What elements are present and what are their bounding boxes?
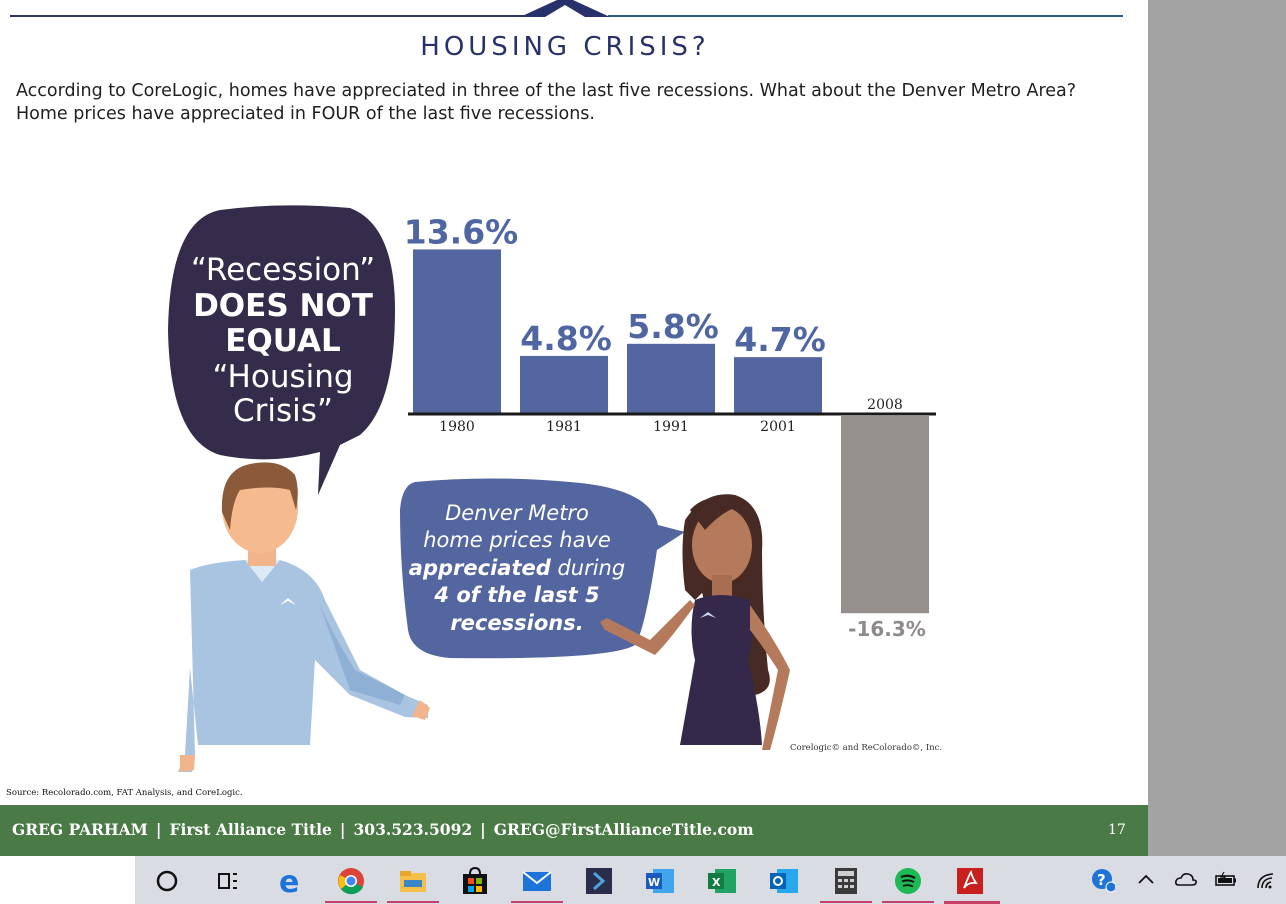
acrobat-icon[interactable] xyxy=(955,866,985,896)
mail-icon[interactable] xyxy=(522,866,552,896)
bar-1991 xyxy=(627,343,715,414)
excel-icon[interactable]: X xyxy=(707,866,737,896)
file-explorer-icon[interactable] xyxy=(398,866,428,896)
windows-taskbar: e W X xyxy=(135,856,1286,904)
mail-active-indicator xyxy=(511,901,563,903)
store-icon[interactable] xyxy=(460,866,490,896)
svg-text:X: X xyxy=(712,876,721,889)
footer-separator: | xyxy=(339,820,346,839)
year-label-1981: 1981 xyxy=(546,419,582,435)
chevron-up-icon[interactable] xyxy=(1134,868,1158,892)
logo-peak-icon xyxy=(520,0,610,17)
source-note: Source: Recolorado.com, FAT Analysis, an… xyxy=(6,788,243,798)
bar-1980 xyxy=(413,249,501,414)
footer-separator: | xyxy=(155,820,162,839)
footer-name: GREG PARHAM xyxy=(12,820,148,839)
bar-chart: 1980 13.6% 1981 4.8% 1991 5.8% 2001 4.7% 2008 -16… xyxy=(404,212,929,641)
footer-email: GREG@FirstAllianceTitle.com xyxy=(493,820,754,839)
woman-illustration xyxy=(600,494,790,750)
speech-left-line4: “Housing xyxy=(212,359,353,395)
powershell-icon[interactable] xyxy=(584,866,614,896)
battery-icon[interactable] xyxy=(1214,868,1238,892)
bar-1981 xyxy=(520,355,608,414)
spotify-active-indicator xyxy=(882,901,934,903)
footer-bar: GREG PARHAM | First Alliance Title | 303.523… xyxy=(0,805,1148,856)
footer-separator: | xyxy=(480,820,486,839)
speech-right-line4: 4 of the last 5 xyxy=(433,583,599,607)
man-illustration xyxy=(178,462,430,772)
year-label-2001: 2001 xyxy=(760,419,796,435)
word-icon[interactable]: W xyxy=(645,866,675,896)
speech-right-line3-rest: during xyxy=(551,556,625,580)
bar-2008 xyxy=(841,416,929,614)
value-label-2001: 4.7% xyxy=(734,320,826,359)
year-label-1991: 1991 xyxy=(653,419,689,435)
footer-company: First Alliance Title xyxy=(169,820,332,839)
infographic: “Recession” DOES NOT EQUAL “Housing Cris… xyxy=(168,205,942,772)
year-label-2008: 2008 xyxy=(867,397,903,413)
presentation-slide: HOUSING CRISIS? According to CoreLogic, … xyxy=(0,0,1148,856)
outlook-icon[interactable] xyxy=(769,866,799,896)
svg-text:e: e xyxy=(279,867,299,895)
calculator-active-indicator xyxy=(820,901,872,903)
speech-right-line2: home prices have xyxy=(423,528,611,552)
year-label-1980: 1980 xyxy=(439,419,475,435)
value-label-2008: -16.3% xyxy=(848,617,926,641)
svg-text:?: ? xyxy=(1097,871,1106,889)
header-rule-left xyxy=(10,15,525,17)
page-number: 17 xyxy=(1108,822,1126,838)
value-label-1981: 4.8% xyxy=(520,319,612,358)
header-rule-right xyxy=(608,15,1123,17)
footer-phone: 303.523.5092 xyxy=(353,820,473,839)
slide-intro: According to CoreLogic, homes have appre… xyxy=(16,81,1077,124)
onedrive-icon[interactable] xyxy=(1174,868,1198,892)
chrome-icon[interactable] xyxy=(336,866,366,896)
speech-right-line3-bold: appreciated xyxy=(409,556,552,580)
calculator-icon[interactable] xyxy=(831,866,861,896)
speech-right-line1: Denver Metro xyxy=(445,501,589,525)
acrobat-active-indicator xyxy=(944,901,1000,904)
chart-credit: Corelogic© and ReColorado©, Inc. xyxy=(790,743,942,753)
footer-contact: GREG PARHAM | First Alliance Title | 303.523… xyxy=(12,820,754,839)
speech-bubble-left xyxy=(168,205,395,495)
spotify-icon[interactable] xyxy=(893,866,923,896)
chrome-active-indicator xyxy=(325,901,377,903)
speech-bubble-right xyxy=(400,478,685,659)
speech-left-line5: Crisis” xyxy=(233,393,333,429)
wifi-icon[interactable] xyxy=(1254,868,1278,892)
svg-text:W: W xyxy=(648,876,660,889)
speech-left-line2: DOES NOT xyxy=(193,288,373,324)
value-label-1991: 5.8% xyxy=(627,307,719,346)
window-background xyxy=(1148,0,1286,856)
bar-2001 xyxy=(734,357,822,414)
slide-title: HOUSING CRISIS? xyxy=(420,32,710,62)
task-view-icon[interactable] xyxy=(213,866,243,896)
speech-left-line3: EQUAL xyxy=(225,323,341,359)
cortana-icon[interactable] xyxy=(152,866,182,896)
explorer-active-indicator xyxy=(387,901,439,903)
taskbar-start-area xyxy=(0,856,135,904)
speech-right-line3: appreciated during xyxy=(409,556,625,580)
speech-right-line5: recessions. xyxy=(450,611,583,635)
speech-left-line1: “Recession” xyxy=(191,252,375,288)
help-icon[interactable]: ? xyxy=(1091,868,1115,893)
edge-icon[interactable]: e xyxy=(275,866,305,896)
value-label-1980: 13.6% xyxy=(404,212,519,251)
